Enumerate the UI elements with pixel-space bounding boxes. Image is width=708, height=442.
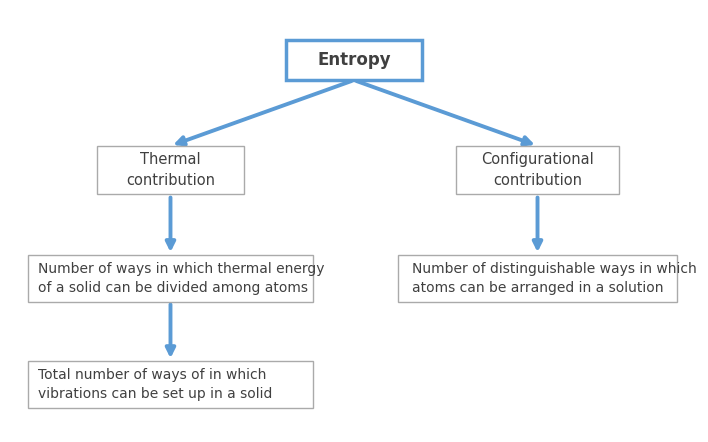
Text: Entropy: Entropy — [317, 51, 391, 69]
Text: Total number of ways of in which
vibrations can be set up in a solid: Total number of ways of in which vibrati… — [38, 368, 273, 401]
Text: Configurational
contribution: Configurational contribution — [481, 152, 594, 188]
FancyBboxPatch shape — [286, 40, 422, 80]
FancyBboxPatch shape — [28, 361, 313, 408]
Text: Thermal
contribution: Thermal contribution — [126, 152, 215, 188]
Text: Number of ways in which thermal energy
of a solid can be divided among atoms: Number of ways in which thermal energy o… — [38, 262, 324, 295]
FancyBboxPatch shape — [456, 146, 619, 194]
FancyBboxPatch shape — [98, 146, 244, 194]
FancyBboxPatch shape — [28, 255, 313, 301]
Text: Number of distinguishable ways in which
atoms can be arranged in a solution: Number of distinguishable ways in which … — [412, 262, 697, 295]
FancyBboxPatch shape — [398, 255, 677, 301]
